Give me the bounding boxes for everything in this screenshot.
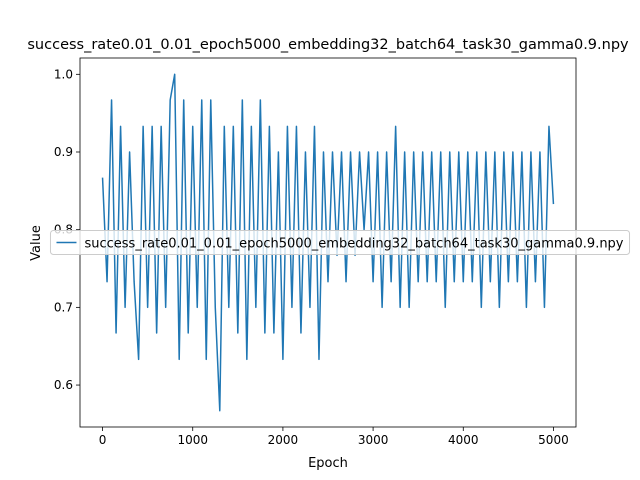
x-tick-label: 4000 [448, 433, 479, 447]
x-tick-label: 1000 [177, 433, 208, 447]
y-tick-label: 0.7 [54, 300, 73, 314]
y-tick-label: 0.6 [54, 378, 73, 392]
y-axis-label: Value [29, 225, 44, 261]
y-tick-label: 0.9 [54, 145, 73, 159]
y-tick-label: 1.0 [54, 67, 73, 81]
x-tick-label: 3000 [358, 433, 389, 447]
x-tick-label: 5000 [538, 433, 569, 447]
legend-label: success_rate0.01_0.01_epoch5000_embeddin… [84, 237, 623, 252]
chart-title: success_rate0.01_0.01_epoch5000_embeddin… [27, 37, 629, 53]
x-tick-label: 2000 [268, 433, 299, 447]
legend: success_rate0.01_0.01_epoch5000_embeddin… [49, 230, 631, 255]
x-axis-label: Epoch [308, 456, 348, 471]
line-series [101, 73, 555, 412]
legend-box [49, 230, 631, 255]
x-tick-label: 0 [99, 433, 107, 447]
